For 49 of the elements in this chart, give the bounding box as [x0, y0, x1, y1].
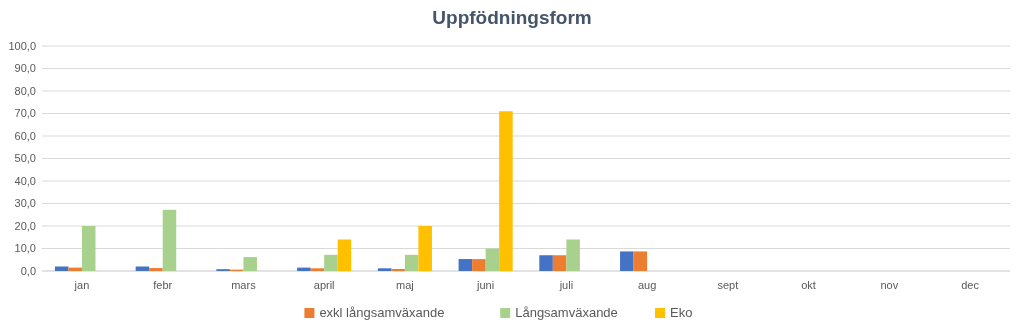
y-tick-label: 0,0 [20, 264, 36, 277]
x-tick-label: april [313, 279, 335, 291]
bar [337, 239, 352, 271]
x-tick-label: aug [637, 279, 657, 291]
bar [391, 268, 405, 271]
x-tick-label: mars [231, 279, 257, 291]
bar [377, 268, 392, 271]
x-tick-label: dec [961, 279, 980, 291]
bar [297, 267, 311, 271]
bar [485, 248, 500, 271]
legend-label: Eko [670, 305, 693, 320]
x-tick-label: maj [396, 279, 414, 291]
bar [81, 226, 96, 271]
x-tick-label: febr [153, 279, 173, 291]
x-tick-label: juli [558, 279, 574, 291]
bar [404, 254, 419, 271]
y-tick-label: 10,0 [14, 242, 36, 255]
bar [68, 267, 82, 271]
bar [620, 251, 634, 271]
y-tick-label: 20,0 [14, 219, 36, 232]
legend-label: Långsamväxande [515, 305, 618, 320]
x-tick-label: juni [476, 279, 495, 291]
bar [243, 257, 257, 271]
bar [539, 255, 553, 271]
bar [552, 255, 567, 271]
y-tick-label: 100,0 [8, 39, 36, 52]
bar [566, 239, 580, 271]
x-tick-label: nov [880, 279, 899, 291]
x-tick-label: okt [801, 279, 816, 291]
bar [458, 259, 473, 271]
bar [324, 254, 338, 271]
bar [310, 268, 325, 271]
y-tick-label: 90,0 [14, 62, 36, 75]
chart-title: Uppfödningsform [432, 7, 592, 28]
y-tick-label: 80,0 [14, 84, 36, 97]
bar [162, 209, 177, 271]
y-tick-label: 40,0 [14, 174, 36, 187]
bar [472, 259, 486, 271]
x-tick-label: jan [73, 279, 90, 291]
legend-label: exkl långsamväxande [319, 305, 445, 320]
x-tick-label: sept [717, 279, 739, 291]
y-tick-label: 60,0 [14, 129, 36, 142]
bar [499, 111, 513, 271]
bar [149, 268, 163, 271]
y-tick-label: 70,0 [14, 107, 36, 120]
bar [633, 251, 648, 271]
y-tick-label: 30,0 [14, 197, 36, 210]
bar [418, 226, 432, 271]
y-tick-label: 50,0 [14, 152, 36, 165]
